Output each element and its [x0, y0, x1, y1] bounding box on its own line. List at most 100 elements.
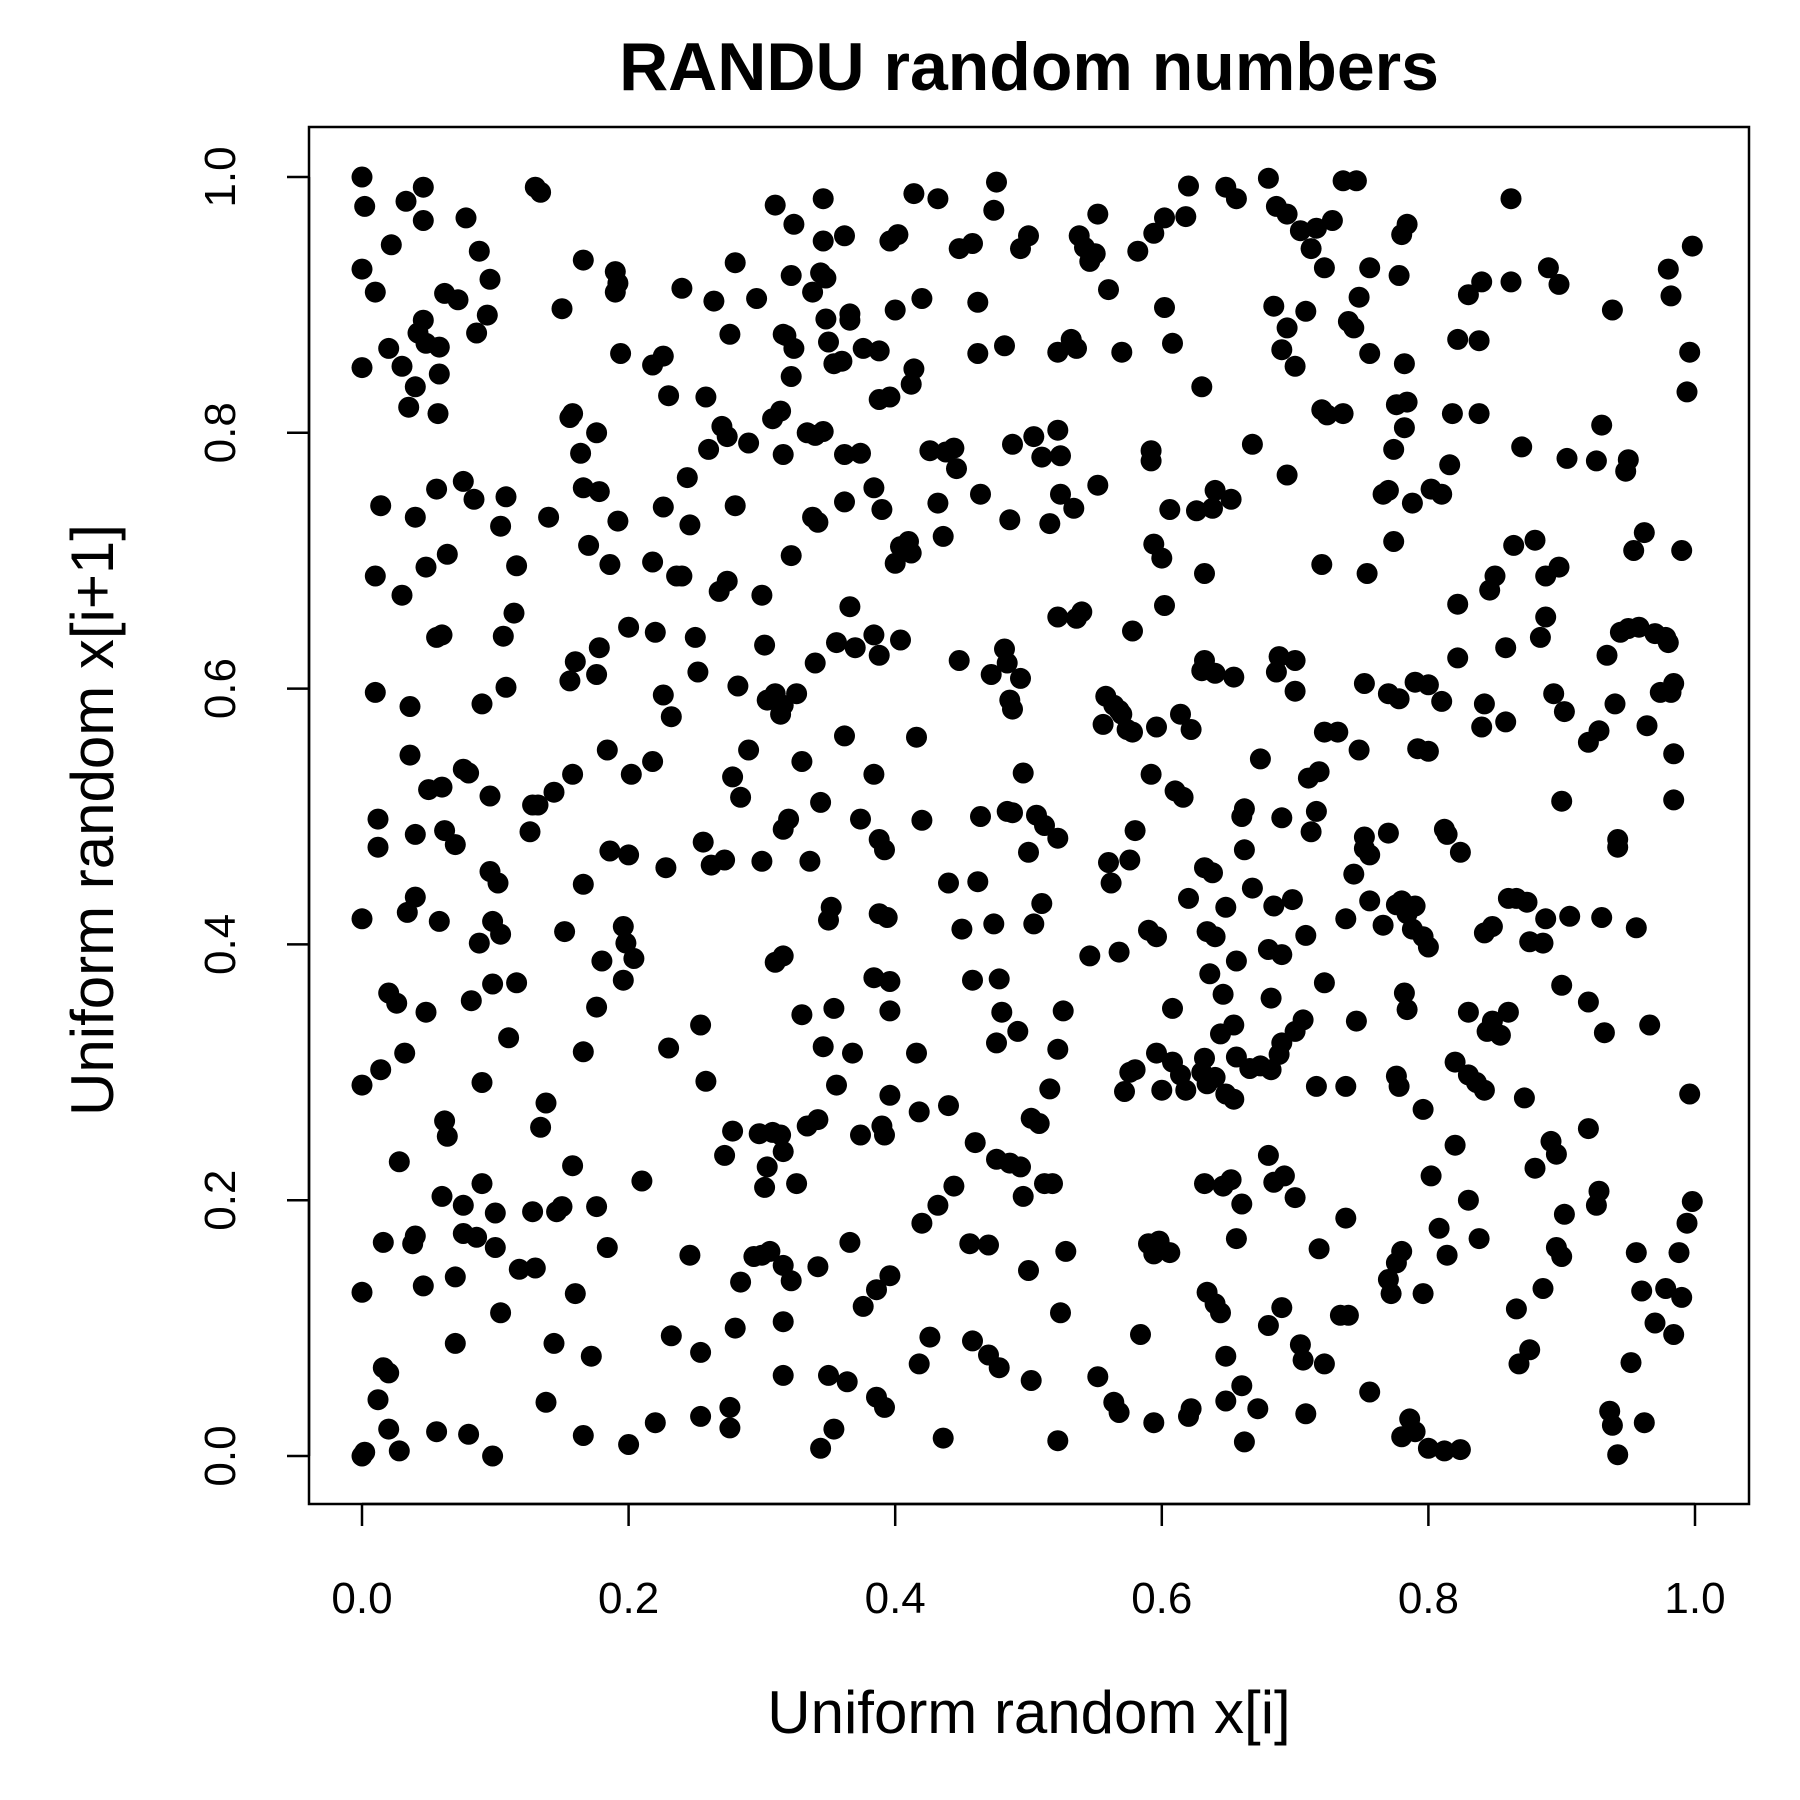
- scatter-point: [1359, 1381, 1381, 1403]
- scatter-point: [1215, 1390, 1237, 1412]
- scatter-point: [1300, 238, 1322, 260]
- scatter-point: [1495, 711, 1517, 733]
- scatter-point: [1377, 479, 1399, 501]
- scatter-point: [1556, 447, 1578, 469]
- scatter-point: [447, 289, 469, 311]
- scatter-point: [1681, 235, 1703, 257]
- scatter-point: [818, 1364, 839, 1386]
- scatter-point: [1473, 693, 1495, 715]
- scatter-point: [807, 1109, 829, 1131]
- scatter-point: [476, 304, 498, 326]
- scatter-point: [1417, 674, 1439, 696]
- scatter-point: [1084, 243, 1106, 265]
- scatter-point: [1553, 1203, 1575, 1225]
- scatter-point: [391, 584, 413, 606]
- scatter-point: [562, 763, 584, 785]
- scatter-point: [1170, 703, 1191, 725]
- scatter-point: [863, 967, 885, 989]
- scatter-point: [724, 252, 746, 274]
- scatter-point: [508, 1258, 530, 1280]
- scatter-point: [1066, 337, 1087, 359]
- scatter-point: [618, 844, 640, 866]
- scatter-point: [1268, 646, 1290, 668]
- scatter-point: [1087, 203, 1109, 225]
- scatter-point: [530, 181, 552, 203]
- scatter-point: [444, 1332, 466, 1354]
- scatter-point: [764, 194, 786, 216]
- scatter-point: [468, 240, 490, 262]
- scatter-point: [716, 570, 738, 592]
- scatter-point: [1186, 500, 1207, 522]
- scatter-point: [1002, 802, 1023, 824]
- scatter-point: [354, 1441, 376, 1463]
- scatter-point: [1108, 1402, 1130, 1423]
- scatter-point: [482, 973, 504, 995]
- scatter-point: [498, 1027, 520, 1049]
- scatter-point: [538, 506, 560, 528]
- scatter-point: [1535, 606, 1557, 628]
- scatter-point: [458, 762, 480, 784]
- scatter-point: [991, 1001, 1013, 1023]
- scatter-point: [642, 551, 664, 573]
- scatter-point: [370, 1059, 392, 1081]
- scatter-point: [903, 183, 925, 205]
- scatter-point: [1300, 821, 1322, 843]
- scatter-point: [786, 1173, 808, 1195]
- scatter-point: [1441, 403, 1463, 425]
- scatter-point: [863, 763, 885, 785]
- scatter-point: [868, 340, 890, 362]
- y-tick-label: 0.2: [196, 1170, 245, 1231]
- scatter-point: [1100, 872, 1122, 894]
- scatter-point: [759, 1240, 781, 1262]
- scatter-point: [652, 496, 674, 518]
- scatter-point: [932, 1427, 954, 1449]
- scatter-point: [695, 386, 717, 408]
- scatter-point: [1353, 673, 1375, 694]
- scatter-point: [1356, 563, 1378, 584]
- scatter-point: [660, 706, 682, 728]
- scatter-point: [1178, 175, 1199, 197]
- y-tick-label: 0.0: [196, 1425, 245, 1486]
- scatter-point: [1431, 483, 1453, 505]
- scatter-point: [1529, 626, 1551, 648]
- scatter-point: [1313, 972, 1335, 994]
- scatter-point: [351, 166, 373, 188]
- scatter-point: [1396, 999, 1418, 1021]
- scatter-point: [466, 1226, 488, 1248]
- scatter-point: [1212, 983, 1234, 1005]
- scatter-point: [1199, 963, 1221, 985]
- scatter-point: [596, 1237, 618, 1258]
- scatter-point: [1500, 271, 1522, 293]
- scatter-point: [1545, 1143, 1567, 1165]
- scatter-point: [572, 1041, 594, 1063]
- scatter-point: [906, 1042, 927, 1064]
- scatter-point: [1511, 436, 1533, 458]
- scatter-point: [1468, 1228, 1490, 1250]
- scatter-point: [1393, 353, 1415, 375]
- scatter-points: [351, 166, 1703, 1467]
- scatter-point: [1241, 433, 1263, 455]
- scatter-point: [1553, 701, 1575, 723]
- scatter-point: [1383, 438, 1405, 460]
- scatter-point: [428, 910, 450, 932]
- chart-title: RANDU random numbers: [619, 29, 1439, 105]
- scatter-point: [364, 281, 386, 303]
- scatter-point: [908, 1353, 930, 1375]
- scatter-point: [1031, 893, 1053, 914]
- scatter-point: [852, 337, 874, 359]
- scatter-point: [1220, 488, 1242, 510]
- scatter-point: [535, 1391, 557, 1413]
- scatter-point: [484, 1237, 506, 1258]
- scatter-point: [1601, 1414, 1623, 1436]
- scatter-point: [428, 363, 450, 385]
- scatter-point: [1108, 941, 1130, 963]
- scatter-point: [879, 1084, 901, 1106]
- scatter-point: [818, 331, 839, 353]
- scatter-point: [1231, 1375, 1253, 1397]
- scatter-point: [884, 299, 906, 321]
- scatter-point: [1305, 217, 1327, 239]
- scatter-point: [842, 1042, 863, 1064]
- scatter-point: [770, 703, 792, 725]
- scatter-point: [484, 1202, 506, 1224]
- scatter-point: [791, 751, 813, 772]
